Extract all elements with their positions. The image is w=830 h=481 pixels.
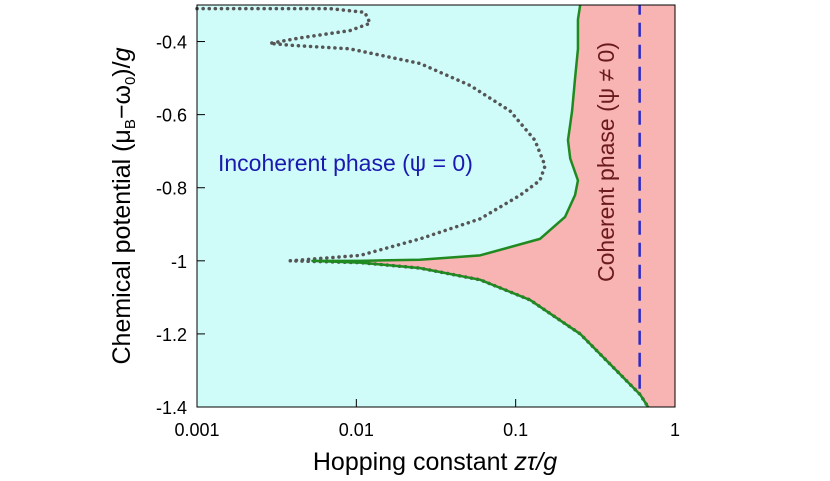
x-axis-label: Hopping constant zτ/g (313, 448, 557, 476)
y-label-text: −ω (108, 85, 136, 119)
y-tick-label: -0.6 (156, 106, 187, 126)
x-tick-label: 0.01 (339, 420, 374, 440)
x-label-text: Hopping constant (313, 448, 515, 476)
y-label-sub: B (122, 119, 139, 129)
x-tick-label: 0.1 (503, 420, 528, 440)
annotation: Coherent phase (ψ ≠ 0) (593, 42, 619, 282)
plot-area (195, 4, 676, 409)
y-axis-label: Chemical potential (μB−ω0)/g (108, 47, 139, 364)
x-tick-label: 0.001 (174, 420, 219, 440)
y-label-sub: 0 (122, 77, 139, 85)
y-label-text: Chemical potential (μ (108, 129, 136, 364)
y-tick-label: -0.8 (156, 179, 187, 199)
y-tick-label: -0.4 (156, 33, 187, 53)
y-label-text: )/ (108, 61, 136, 76)
y-label-symbol: g (108, 47, 136, 61)
series-line (311, 4, 650, 408)
x-tick-label: 1 (670, 420, 680, 440)
y-tick-label: -1.4 (156, 398, 187, 418)
x-label-symbol: zτ/g (513, 448, 557, 476)
plot-frame (196, 4, 676, 408)
y-tick-label: -1.2 (156, 325, 187, 345)
annotation: Incoherent phase (ψ = 0) (218, 150, 473, 176)
coherent-region (312, 5, 675, 407)
y-tick-label: -1 (171, 252, 187, 272)
